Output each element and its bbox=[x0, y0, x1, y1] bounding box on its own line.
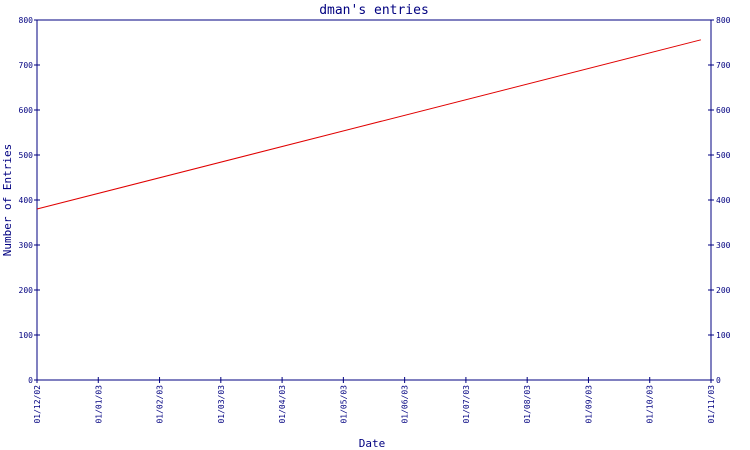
x-tick-label: 01/10/03 bbox=[646, 385, 655, 424]
y-tick-label-left: 800 bbox=[19, 16, 34, 25]
x-tick-label: 01/12/02 bbox=[33, 385, 42, 424]
x-tick-label: 01/05/03 bbox=[339, 385, 348, 424]
y-tick-label-right: 0 bbox=[716, 376, 721, 385]
y-tick-label-left: 100 bbox=[19, 331, 34, 340]
y-tick-label-left: 0 bbox=[28, 376, 33, 385]
y-tick-label-left: 500 bbox=[19, 151, 34, 160]
y-tick-label-right: 800 bbox=[716, 16, 731, 25]
y-tick-label-left: 300 bbox=[19, 241, 34, 250]
x-axis-label: Date bbox=[359, 437, 386, 450]
series-group bbox=[36, 39, 702, 210]
y-axis-label: Number of Entries bbox=[1, 144, 14, 257]
y-tick-label-right: 200 bbox=[716, 286, 731, 295]
x-axis: 01/12/02 01/01/03 01/02/03 01/03/03 01/04/03… bbox=[33, 377, 716, 424]
y-tick-label-left: 600 bbox=[19, 106, 34, 115]
y-tick-label-right: 400 bbox=[716, 196, 731, 205]
y-tick-label-left: 700 bbox=[19, 61, 34, 70]
y-tick-label-right: 300 bbox=[716, 241, 731, 250]
x-tick-label: 01/02/03 bbox=[156, 385, 165, 424]
x-tick-label: 01/08/03 bbox=[523, 385, 532, 424]
y-axis-left: 0 100 200 300 400 500 600 700 800 bbox=[19, 16, 40, 385]
chart-title: dman's entries bbox=[319, 3, 429, 18]
x-tick-label: 01/11/03 bbox=[707, 385, 716, 424]
plot-frame bbox=[36, 19, 712, 381]
x-tick-label: 01/01/03 bbox=[94, 385, 103, 424]
y-tick-label-right: 600 bbox=[716, 106, 731, 115]
y-tick-label-left: 200 bbox=[19, 286, 34, 295]
y-tick-label-left: 400 bbox=[19, 196, 34, 205]
y-tick-label-right: 100 bbox=[716, 331, 731, 340]
x-tick-label: 01/07/03 bbox=[462, 385, 471, 424]
y-tick-label-right: 700 bbox=[716, 61, 731, 70]
x-tick-label: 01/06/03 bbox=[401, 385, 410, 424]
series-line bbox=[36, 39, 702, 210]
x-tick-label: 01/03/03 bbox=[217, 385, 226, 424]
x-tick-label: 01/09/03 bbox=[584, 385, 593, 424]
x-tick-label: 01/04/03 bbox=[278, 385, 287, 424]
y-tick-label-right: 500 bbox=[716, 151, 731, 160]
